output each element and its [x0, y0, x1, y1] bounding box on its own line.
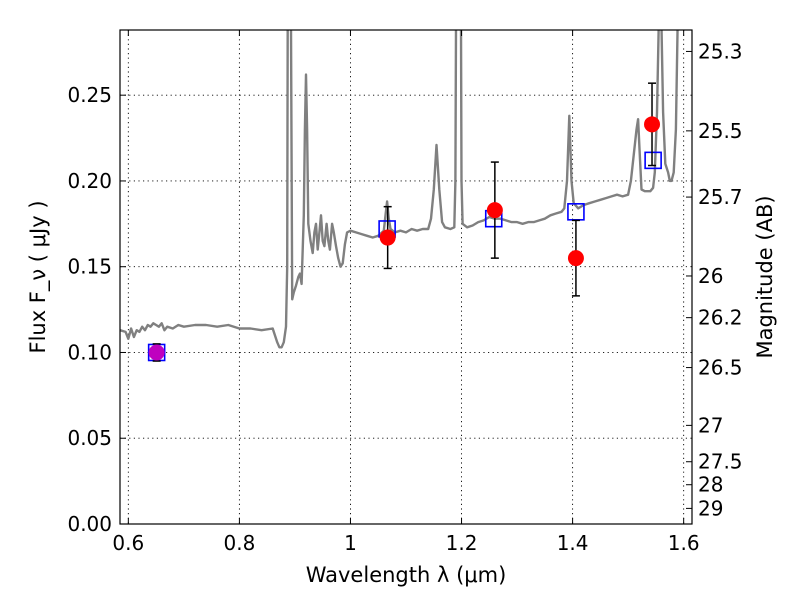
observed-point [567, 250, 584, 267]
right-axis-title: Magnitude (AB) [753, 195, 777, 358]
marker-layer [147, 82, 662, 362]
tick-layer: 0.6 0.8 1 1.2 1.4 1.6 0.00 0.05 0.10 0.15 0.20 0.25… [67, 30, 743, 555]
observed-point [644, 116, 661, 133]
right-tick-label: 25.3 [698, 39, 743, 63]
right-tick-label: 29 [698, 496, 723, 520]
right-tick-label: 26.2 [698, 306, 743, 330]
observed-point [379, 229, 396, 246]
y-tick-label: 0.25 [67, 83, 112, 107]
y-tick-label: 0.20 [67, 169, 112, 193]
right-tick-label: 26 [698, 264, 723, 288]
x-tick-label: 0.8 [223, 531, 255, 555]
x-tick-label: 1.4 [557, 531, 589, 555]
grid-layer [120, 30, 692, 525]
model-square-marker [644, 151, 662, 170]
right-tick-label: 25.7 [698, 185, 743, 209]
plot-layer [120, 30, 679, 349]
right-tick-label: 26.5 [698, 356, 743, 380]
right-tick-label: 27 [698, 413, 723, 437]
x-tick-label: 1.6 [668, 531, 700, 555]
spectrum-line [120, 30, 679, 349]
y-tick-label: 0.05 [67, 426, 112, 450]
y-tick-label: 0.10 [67, 340, 112, 364]
right-tick-label: 27.5 [698, 450, 743, 474]
x-tick-label: 0.6 [112, 531, 144, 555]
y-axis-title: Flux F_ν ( μJy ) [26, 200, 51, 353]
plot-frame [119, 29, 693, 525]
observed-point [486, 202, 503, 219]
x-tick-label: 1.2 [446, 531, 478, 555]
right-tick-label: 28 [698, 473, 723, 497]
y-tick-label: 0.00 [67, 512, 112, 536]
right-tick-label: 25.5 [698, 119, 743, 143]
observed-point [148, 344, 165, 361]
y-tick-label: 0.15 [67, 255, 112, 279]
x-tick-label: 1 [344, 531, 357, 555]
x-axis-title: Wavelength λ (μm) [306, 563, 507, 587]
